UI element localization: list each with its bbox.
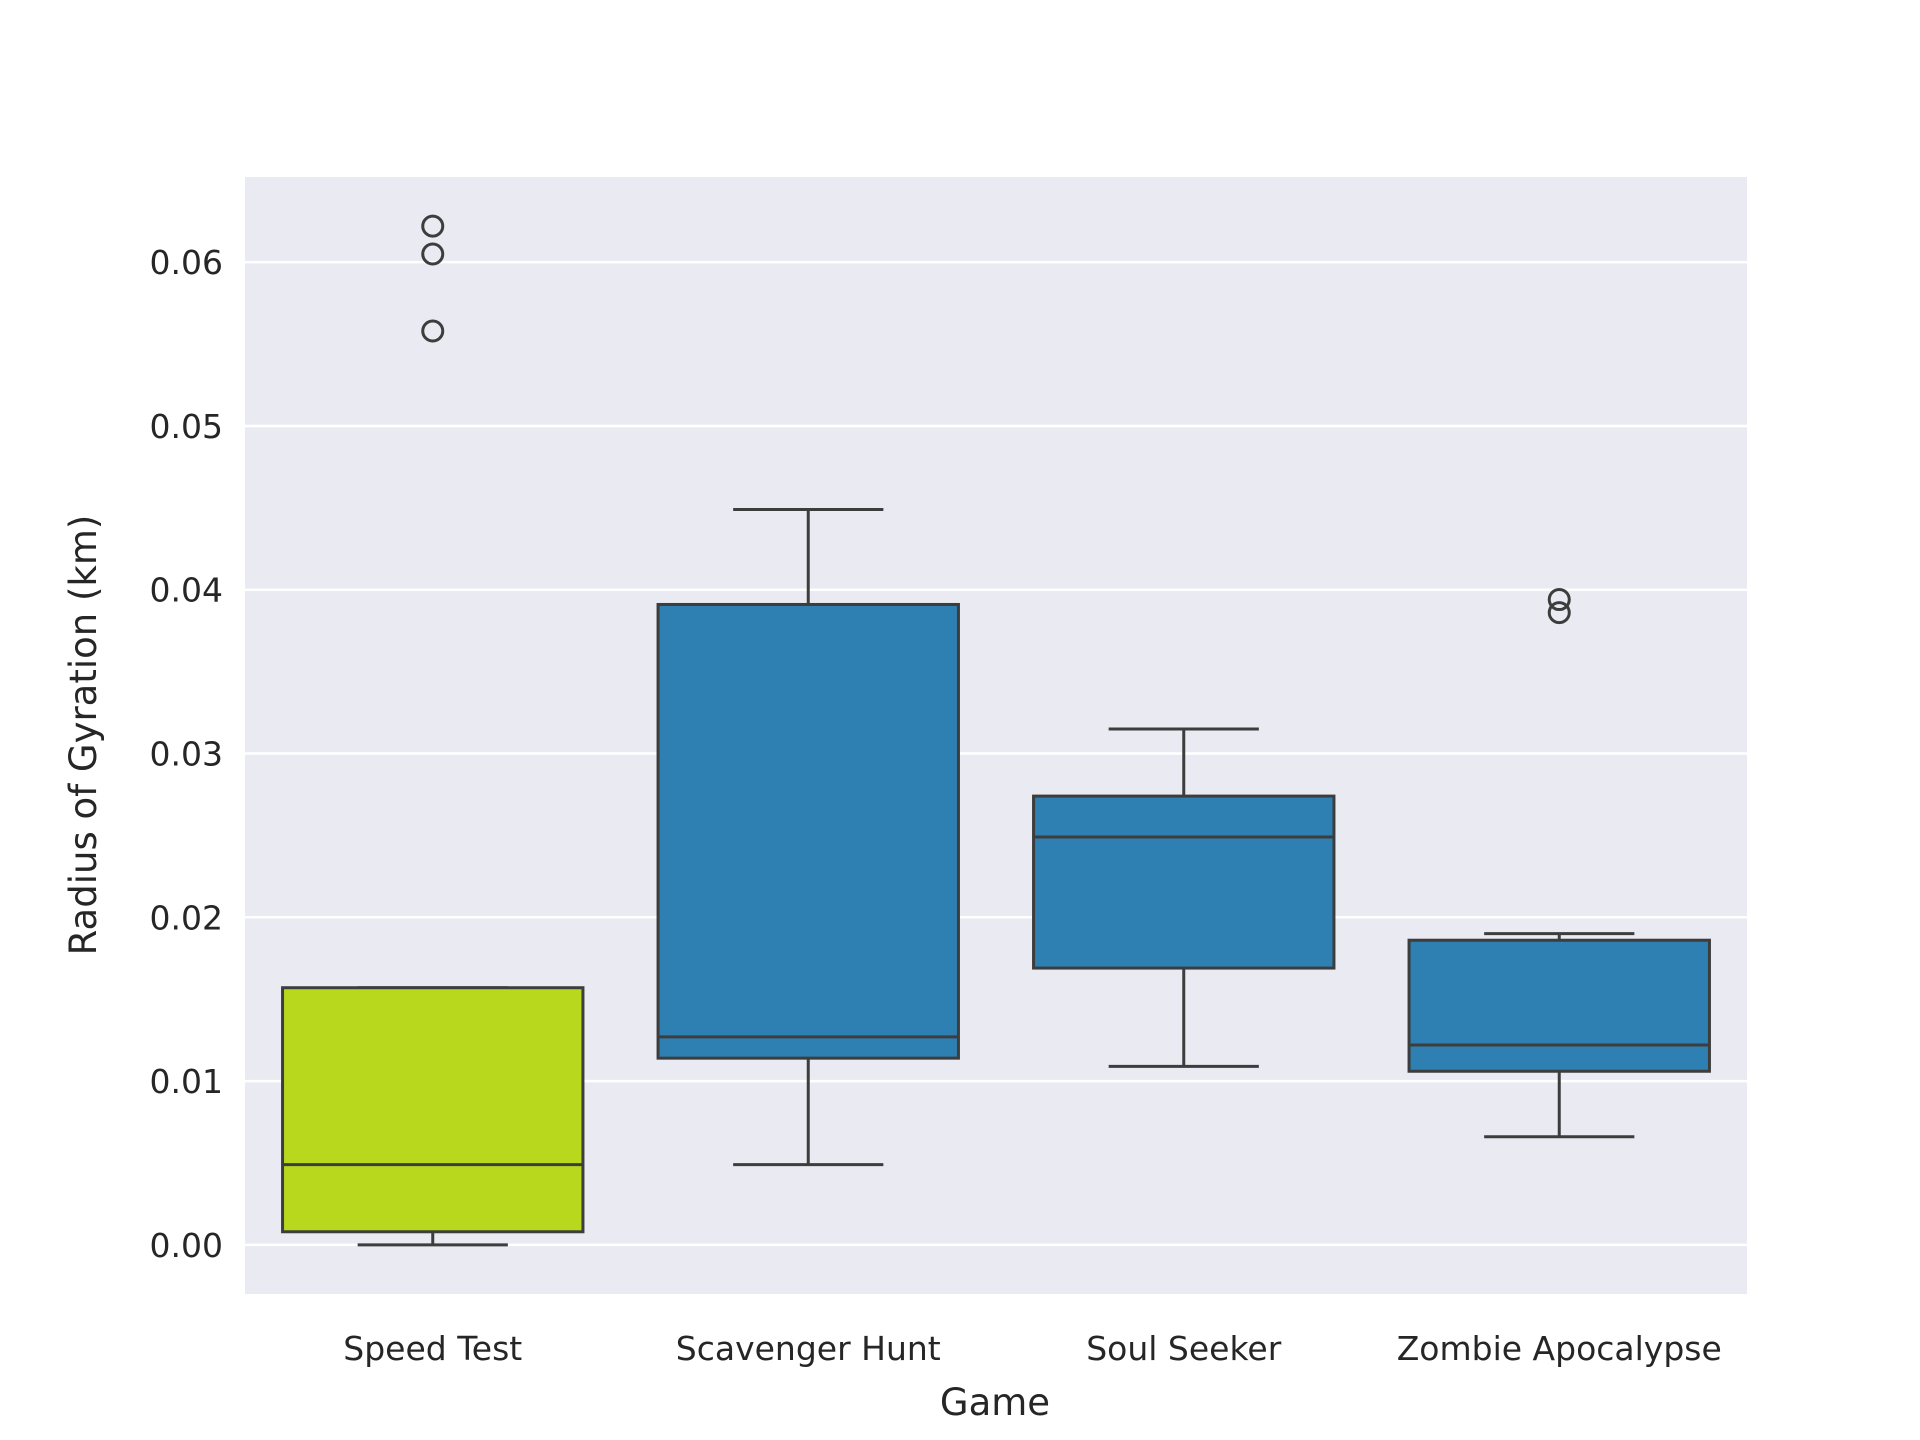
y-tick-label: 0.01 bbox=[150, 1062, 223, 1101]
y-tick-label: 0.04 bbox=[150, 571, 223, 610]
x-tick-label: Soul Seeker bbox=[1086, 1329, 1282, 1368]
box-rect bbox=[656, 602, 960, 1060]
y-axis-label: Radius of Gyration (km) bbox=[62, 515, 105, 956]
box-rect bbox=[1032, 794, 1336, 970]
box-rect bbox=[1407, 938, 1711, 1073]
box-group bbox=[1032, 727, 1336, 1068]
x-tick-label: Scavenger Hunt bbox=[676, 1329, 941, 1368]
box-group bbox=[281, 214, 585, 1247]
boxes bbox=[281, 214, 1711, 1247]
box-group bbox=[656, 507, 960, 1167]
box-group bbox=[1407, 588, 1711, 1139]
outlier-point bbox=[421, 242, 445, 266]
outlier-point bbox=[1547, 588, 1571, 612]
y-tick-label: 0.02 bbox=[150, 898, 223, 937]
y-tick-label: 0.06 bbox=[150, 243, 223, 282]
y-tick-labels: 0.00 0.01 0.02 0.03 0.04 0.05 0.06 bbox=[150, 243, 223, 1265]
x-tick-label: Zombie Apocalypse bbox=[1397, 1329, 1722, 1368]
x-tick-label: Speed Test bbox=[343, 1329, 522, 1368]
y-tick-label: 0.05 bbox=[150, 407, 223, 446]
y-tick-label: 0.03 bbox=[150, 735, 223, 774]
x-axis-label: Game bbox=[940, 1381, 1050, 1424]
outlier-point bbox=[421, 319, 445, 343]
outlier-point bbox=[421, 214, 445, 238]
box-rect bbox=[281, 986, 585, 1234]
y-tick-label: 0.00 bbox=[150, 1226, 223, 1265]
outlier-point bbox=[1547, 601, 1571, 625]
x-tick-labels: Speed Test Scavenger Hunt Soul Seeker Zombi… bbox=[343, 1329, 1722, 1368]
